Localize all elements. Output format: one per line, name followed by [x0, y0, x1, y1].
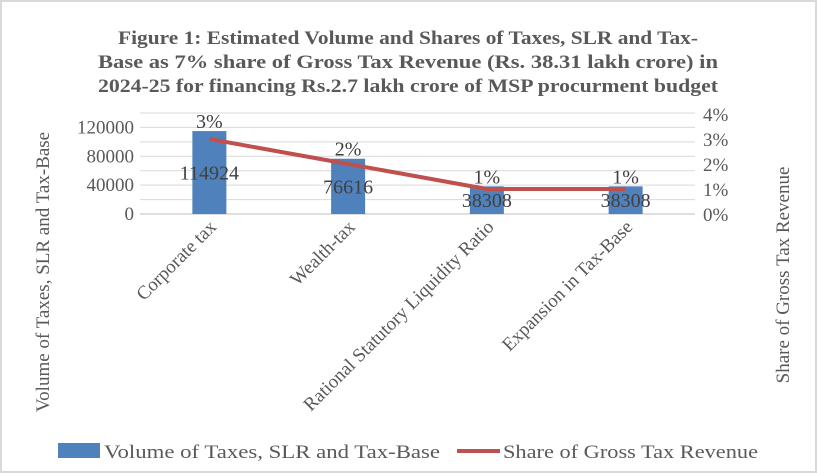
legend-bar-swatch: [58, 443, 100, 458]
line-series: [209, 137, 626, 191]
bar-value-label: 76616: [323, 176, 373, 198]
legend-line-label: Share of Gross Tax Revenue: [503, 442, 758, 463]
chart-title: Figure 1: Estimated Volume and Shares of…: [98, 28, 719, 97]
bar-value-label: 114924: [180, 163, 239, 185]
y2-tick-label: 0%: [703, 205, 729, 226]
share-value-label: 2%: [335, 139, 362, 161]
gridlines: [140, 112, 695, 215]
y-tick-label: 0: [125, 204, 135, 225]
share-value-label: 3%: [196, 111, 223, 133]
legend-bar-label: Volume of Taxes, SLR and Tax-Base: [104, 442, 440, 463]
share-value-label: 1%: [474, 166, 501, 188]
y2-axis-ticks: 0% 1% 2% 3% 4%: [703, 105, 729, 226]
bar: [192, 131, 227, 214]
bar-value-label: 38308: [601, 190, 651, 212]
y2-tick-label: 4%: [703, 105, 729, 126]
y2-tick-label: 1%: [703, 180, 729, 201]
y-axis-ticks: 0 40000 80000 120000: [77, 117, 134, 225]
y-axis-title: Volume of Taxes, SLR and Tax-Base: [33, 132, 54, 412]
title-line-2: Base as 7% share of Gross Tax Revenue (R…: [98, 52, 718, 73]
data-labels: 114924 76616 38308 38308 3% 2% 1% 1%: [180, 111, 651, 212]
title-line-1: Figure 1: Estimated Volume and Shares of…: [118, 28, 698, 49]
title-line-3: 2024-25 for financing Rs.2.7 lakh crore …: [98, 76, 719, 97]
bar-value-label: 38308: [462, 190, 512, 212]
y-tick-label: 80000: [87, 146, 135, 167]
share-value-label: 1%: [612, 166, 639, 188]
y-tick-label: 40000: [87, 175, 135, 196]
share-line: [209, 137, 626, 191]
y2-tick-label: 3%: [703, 130, 729, 151]
y2-axis-title: Share of Gross Tax Revenue: [773, 167, 794, 384]
y-tick-label: 120000: [77, 117, 134, 138]
legend: Volume of Taxes, SLR and Tax-Base Share …: [58, 442, 758, 463]
y2-tick-label: 2%: [703, 155, 729, 176]
